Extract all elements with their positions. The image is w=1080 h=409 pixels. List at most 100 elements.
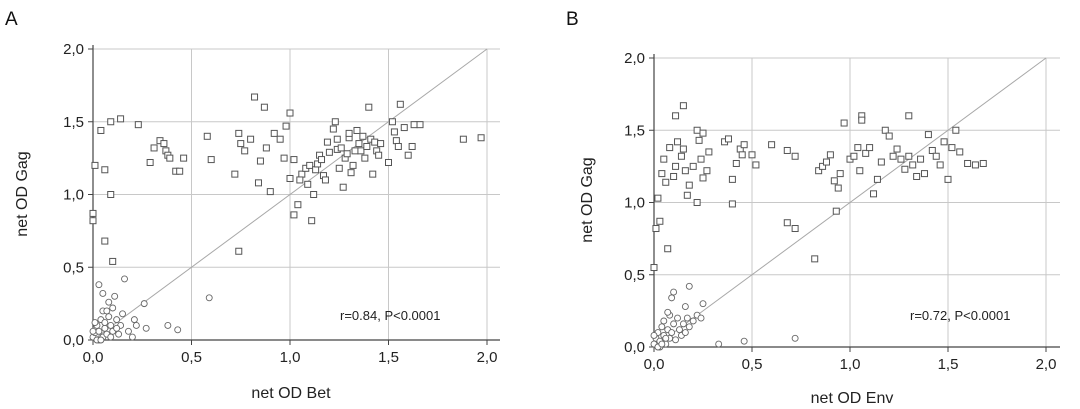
panel-a-square-marker: [101, 237, 109, 245]
panel-a-square-marker: [392, 137, 400, 145]
panel-a-square-marker: [180, 154, 188, 162]
panel-b-square-marker: [705, 148, 713, 156]
panel-a-circle-marker: [105, 298, 113, 306]
panel-b-square-marker: [856, 167, 864, 175]
panel-a-circle-marker: [97, 336, 105, 344]
panel-a-square-marker: [91, 161, 99, 169]
panel-b-square-marker: [924, 131, 932, 139]
panel-a-square-marker: [270, 129, 278, 137]
panel-b-square-marker: [913, 172, 921, 180]
panel-b-square-marker: [866, 144, 874, 152]
panel-b-y-tick-label: 1,5: [624, 122, 645, 139]
panel-b-x-tick-label: 1,0: [840, 356, 861, 373]
panel-b-grid: [654, 57, 1060, 347]
panel-b-square-marker: [901, 165, 909, 173]
panel-a-circle-marker: [95, 327, 103, 335]
panel-b-square-marker: [699, 129, 707, 137]
panel-b-circle-marker: [689, 317, 697, 325]
panel-b-circle-marker: [670, 320, 678, 328]
panel-b-circle-marker: [791, 334, 799, 342]
panel-b-circle-marker: [683, 314, 691, 322]
panel-a-square-marker: [323, 138, 331, 146]
panel-b-square-marker: [650, 264, 658, 272]
panel-b-y-tick-label: 1,0: [624, 195, 645, 212]
panel-a-circle-marker: [101, 324, 109, 332]
panel-b-x-tick-label: 1,5: [938, 356, 959, 373]
panel-a-square-marker: [241, 147, 249, 155]
panel-b-square-marker: [830, 177, 838, 185]
panel-b-square-marker: [699, 174, 707, 182]
panel-a-square-marker: [357, 147, 365, 155]
panel-a-axes: [92, 45, 500, 341]
panel-a-square-marker: [107, 118, 115, 126]
panel-a-square-marker: [286, 174, 294, 182]
panel-b-circle-marker: [662, 334, 670, 342]
panel-b-square-marker: [834, 184, 842, 192]
panel-b-circle-marker: [672, 336, 680, 344]
panel-b-square-marker: [862, 149, 870, 157]
panel-a-square-marker: [363, 142, 371, 150]
panel-a-x-tick-label: 0,5: [181, 349, 202, 366]
panel-a-square-marker: [312, 166, 320, 174]
panel-a-square-marker: [400, 124, 408, 132]
panel-a-circle-marker: [113, 316, 121, 324]
panel-a-circle-marker: [99, 289, 107, 297]
panel-a-x-tick-label: 0,0: [83, 349, 104, 366]
panel-a-square-marker: [101, 166, 109, 174]
panel-b-label: B: [566, 9, 579, 30]
panel-b-square-marker: [672, 112, 680, 120]
panel-a-circle-marker: [95, 281, 103, 289]
panel-a-circle-marker: [101, 319, 109, 326]
panel-a-square-marker: [345, 129, 353, 137]
panel-a-square-marker: [388, 118, 396, 126]
panel-b-square-marker: [932, 152, 940, 160]
panel-b-square-marker: [738, 151, 746, 159]
panel-b-square-marker: [681, 167, 689, 175]
panel-a-square-marker: [321, 176, 329, 184]
panel-a-square-marker: [359, 132, 367, 140]
panel-b-square-marker: [664, 245, 672, 253]
panel-b-square-marker: [740, 141, 748, 149]
panel-b-square-marker: [881, 126, 889, 134]
panel-b-square-marker: [666, 144, 674, 152]
panel-b-square-marker: [783, 146, 791, 154]
panel-b-square-marker: [693, 199, 701, 206]
panel-a-square-marker: [251, 93, 259, 101]
panel-b-circle-marker: [660, 317, 668, 325]
panel-a-x-axis-title: net OD Bet: [251, 385, 331, 402]
panel-b-square-marker: [885, 132, 893, 140]
panel-b-square-marker: [658, 170, 666, 178]
panel-a-square-marker: [254, 179, 262, 187]
panel-a-square-marker: [337, 144, 345, 152]
panel-a-circle-marker: [89, 327, 97, 335]
panel-a-circle-marker: [109, 304, 117, 312]
panel-a-square-marker: [416, 121, 424, 129]
panel-b-square-marker: [791, 152, 799, 160]
panel-a-circle-marker: [130, 316, 138, 324]
panel-a-x-tick-label: 1,0: [280, 349, 301, 366]
panel-a-circle-marker: [121, 275, 128, 283]
panel-a-marks: [89, 93, 485, 344]
panel-b-circle-marker: [676, 326, 683, 334]
panel-b-square-marker: [728, 175, 736, 183]
panel-a-square-marker: [235, 129, 243, 137]
panel-b-square-marker: [660, 155, 668, 163]
panel-b-square-marker: [815, 167, 823, 175]
panel-b-square-marker: [695, 136, 703, 144]
panel-b-square-marker: [840, 119, 848, 127]
panel-a-circle-marker: [103, 307, 111, 315]
panel-b-square-marker: [873, 175, 881, 183]
panel-a-circle-marker: [115, 330, 123, 338]
panel-b-square-marker: [677, 152, 685, 160]
panel-a-square-marker: [410, 121, 418, 129]
panel-a-circle-marker: [107, 333, 115, 341]
panel-b-square-marker: [909, 161, 917, 169]
panel-b: B 0,00,0 0,5 0,5 1,0 1,0 1,5 1,5 2,0 2,0 net OD …: [566, 9, 1060, 407]
panel-a-square-marker: [296, 176, 304, 184]
panel-a-square-marker: [235, 247, 243, 255]
panel-a-square-marker: [310, 191, 318, 198]
panel-a: A 0,00,0 0,5 0,5 1,0 1,0 1,5 1,5 2,0 2,0 net OD …: [5, 9, 500, 402]
panel-a-square-marker: [394, 142, 402, 150]
panel-a-square-marker: [355, 140, 363, 148]
